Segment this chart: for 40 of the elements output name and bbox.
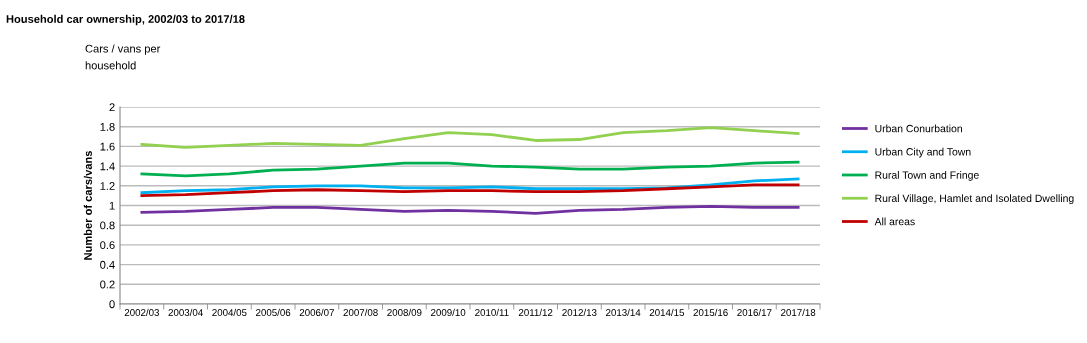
- x-tick-label: 2003/04: [168, 308, 203, 316]
- legend-label: Urban Conurbation: [875, 124, 962, 133]
- x-tick-label: 2009/10: [431, 308, 466, 316]
- x-tick-label: 2014/15: [649, 308, 685, 316]
- x-tick-label: 2017/18: [781, 308, 816, 316]
- y-axis-title: Number of cars/vans: [83, 150, 93, 260]
- y-tick-label: 0: [109, 300, 115, 309]
- x-tick-label: 2010/11: [475, 308, 509, 316]
- x-tick-label: 2004/05: [212, 308, 247, 316]
- x-tick-label: 2012/13: [562, 308, 597, 316]
- legend-label: Urban City and Town: [875, 147, 971, 158]
- y-tick-label: 1.4: [100, 162, 115, 171]
- legend-label: Rural Village, Hamlet and Isolated Dwelling: [875, 194, 1074, 205]
- line-series: [140, 126, 800, 149]
- x-tick-label: 2007/08: [343, 308, 378, 316]
- y-tick-label: 0.6: [100, 241, 115, 250]
- line-series: [140, 177, 800, 195]
- x-tick-label: 2015/16: [693, 308, 728, 316]
- y-tick-label: 0.2: [100, 280, 115, 289]
- x-tick-label: 2002/03: [124, 308, 160, 316]
- legend-label: All areas: [874, 217, 915, 226]
- x-tick-label: 2008/09: [387, 308, 422, 316]
- y-tick-label: 2: [109, 103, 115, 112]
- x-tick-label: 2013/14: [606, 308, 641, 316]
- legend-label: Rural Town and Fringe: [875, 171, 979, 181]
- x-tick-label: 2005/06: [256, 308, 291, 316]
- line-series: [140, 205, 800, 215]
- y-tick-label: 1.2: [100, 182, 115, 190]
- line-series: [140, 183, 800, 198]
- text: Cars / vans per household: [85, 44, 161, 70]
- x-tick-label: 2016/17: [737, 308, 772, 316]
- x-tick-label: 2006/07: [299, 308, 334, 316]
- line-series: [140, 160, 800, 178]
- y-tick-label: 0.4: [100, 260, 115, 269]
- chart-title: Household car ownership, 2002/03 to 2017/18: [6, 14, 245, 26]
- y-tick-label: 1: [109, 201, 115, 210]
- y-tick-label: 0.8: [100, 221, 115, 230]
- y-tick-label: 1.8: [100, 122, 115, 131]
- x-tick-label: 2011/12: [518, 308, 553, 316]
- y-tick-label: 1.6: [100, 142, 115, 151]
